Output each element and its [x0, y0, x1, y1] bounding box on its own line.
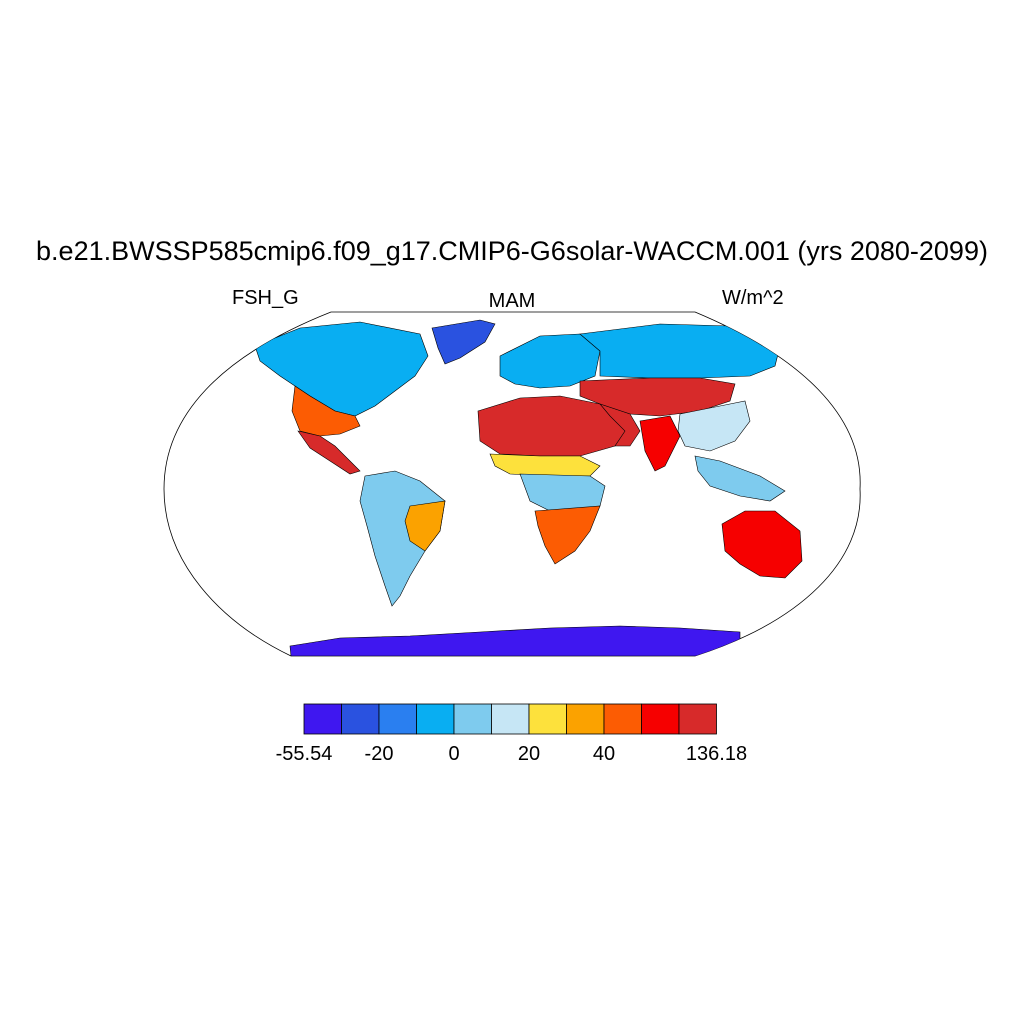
colorbar-box	[566, 703, 605, 735]
southern-africa	[534, 505, 601, 565]
colorbar-box	[453, 703, 492, 735]
brazil-east	[404, 500, 446, 552]
units-label: W/m^2	[722, 287, 784, 309]
world-map	[163, 311, 861, 657]
mexico	[297, 430, 361, 475]
greenland	[431, 319, 496, 365]
usa-southwest	[291, 385, 361, 437]
colorbar-tick-label: -20	[365, 743, 394, 765]
antarctica	[289, 625, 741, 656]
colorbar-tick-label: 40	[593, 743, 615, 765]
colorbar-tick-label: 0	[448, 743, 459, 765]
season-label: MAM	[488, 290, 536, 312]
variable-label: FSH_G	[232, 287, 299, 309]
colorbar-tick-label: 136.18	[686, 743, 747, 765]
colorbar-box	[303, 703, 342, 735]
east-asia	[677, 400, 751, 452]
southeast-asia	[694, 455, 786, 502]
india	[639, 415, 681, 472]
plot-title: b.e21.BWSSP585cmip6.f09_g17.CMIP6-G6sola…	[36, 236, 988, 266]
colorbar-tick-label: 20	[518, 743, 540, 765]
australia	[721, 510, 803, 579]
colorbar-box	[491, 703, 530, 735]
colorbar-box	[641, 703, 680, 735]
colorbar-box	[528, 703, 567, 735]
colorbar-box	[678, 703, 717, 735]
north-america-north	[254, 321, 429, 417]
colorbar-box	[341, 703, 380, 735]
siberia	[579, 323, 781, 379]
middle-east	[599, 403, 641, 447]
colorbar-box	[416, 703, 455, 735]
colorbar-box	[378, 703, 417, 735]
colorbar-tick-label: -55.54	[276, 743, 333, 765]
colorbar: -55.54 -20 0 20 40 136.18	[276, 703, 747, 765]
colorbar-box	[603, 703, 642, 735]
